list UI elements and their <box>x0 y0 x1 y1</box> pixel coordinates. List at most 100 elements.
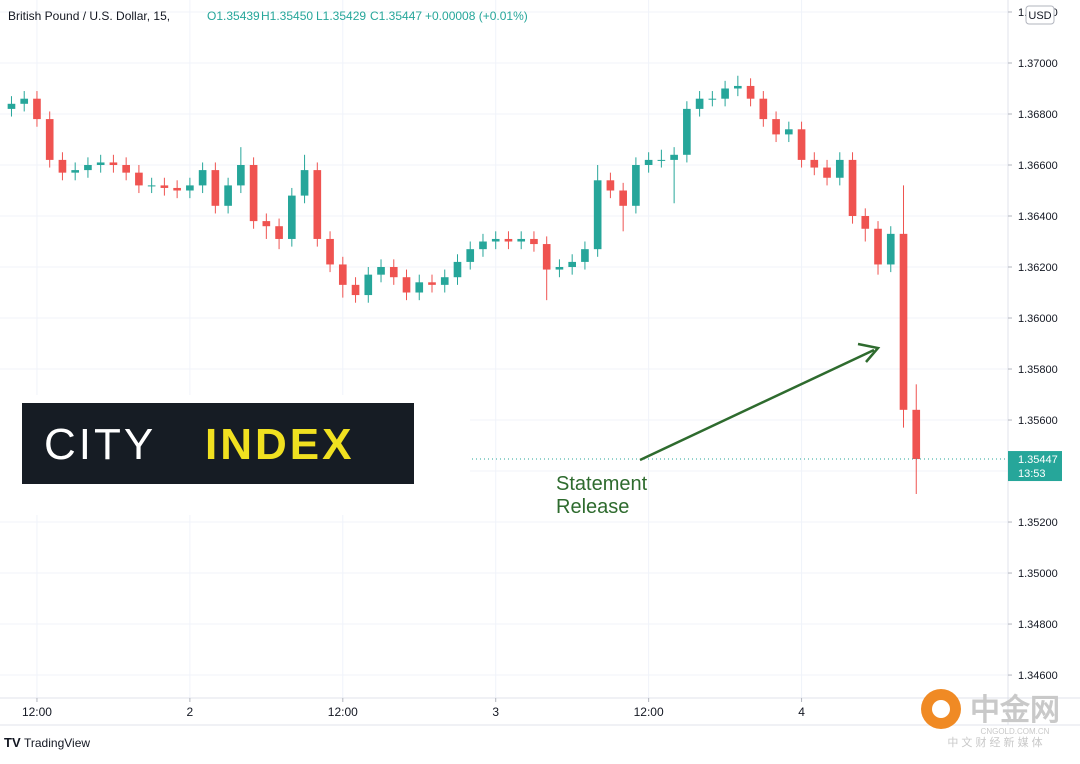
x-tick-label: 4 <box>798 705 805 719</box>
candle-body <box>428 282 436 285</box>
x-tick-label: 2 <box>187 705 194 719</box>
candle-body <box>734 85 742 89</box>
candle-body <box>96 162 105 166</box>
candle-body <box>670 154 678 160</box>
candle-body <box>275 226 283 239</box>
candle-body <box>874 228 882 265</box>
candle-body <box>899 233 908 410</box>
candle-body <box>45 119 54 160</box>
candle-body <box>708 98 717 100</box>
candle-body <box>160 185 169 188</box>
candle-body <box>122 165 130 173</box>
y-tick-label: 1.36000 <box>1018 313 1058 325</box>
candle-body <box>20 98 29 104</box>
y-tick-label: 1.35600 <box>1018 415 1058 427</box>
annotation-arrowhead <box>857 342 881 363</box>
x-tick-label: 12:00 <box>22 705 52 719</box>
candle-body <box>835 159 844 178</box>
candle-body <box>542 244 551 270</box>
candle-body <box>84 165 92 171</box>
annotation-arrow <box>639 348 875 462</box>
candle-body <box>746 85 755 99</box>
candle-body <box>784 129 793 135</box>
y-tick-label: 1.37000 <box>1018 58 1058 70</box>
y-tick-label: 1.36800 <box>1018 109 1058 121</box>
y-tick-label: 1.35200 <box>1018 517 1058 529</box>
candle-body <box>338 264 347 285</box>
candle-body <box>810 159 819 168</box>
y-tick-label: 1.34600 <box>1018 670 1058 682</box>
ohlc-close: C1.35447 <box>370 9 422 23</box>
x-tick-label: 12:00 <box>634 705 664 719</box>
y-tick-label: 1.36400 <box>1018 211 1058 223</box>
tv-icon: TV <box>4 735 21 750</box>
candle-body <box>695 98 704 109</box>
currency-button[interactable] <box>1025 5 1055 25</box>
watermark-tag: 中 文 财 经 新 媒 体 <box>947 735 1042 749</box>
logo-box <box>22 403 414 484</box>
candle-body <box>657 159 666 161</box>
candle-body <box>237 165 245 186</box>
watermark: 中金网 <box>970 693 1060 727</box>
annotation-text: Statement <box>556 473 648 495</box>
candle-body <box>886 233 895 265</box>
y-tick-label: 1.36600 <box>1018 160 1058 172</box>
candle-body <box>109 162 118 166</box>
candle-body <box>262 221 271 227</box>
x-tick-label: 3 <box>492 705 499 719</box>
currency-label[interactable]: USD <box>1028 10 1051 22</box>
candle-body <box>721 88 729 99</box>
candle-body <box>211 170 220 206</box>
y-tick-label: 1.34800 <box>1018 619 1058 631</box>
symbol-title: British Pound / U.S. Dollar, 15, <box>8 9 170 23</box>
candle-body <box>147 185 156 187</box>
candle-body <box>581 249 589 262</box>
candle-body <box>440 277 449 285</box>
candle-body <box>530 238 538 245</box>
watermark-icon-inner <box>932 700 950 718</box>
ohlc-change: +0.00008 (+0.01%) <box>425 9 528 23</box>
watermark-url: CNGOLD.COM.CN <box>981 727 1050 736</box>
candle-body <box>606 180 615 191</box>
candle-body <box>326 238 334 265</box>
candle-body <box>823 167 831 178</box>
last-price-box <box>1008 451 1062 482</box>
candle-body <box>415 282 424 293</box>
logo-city: CITY <box>44 420 156 469</box>
candle-body <box>33 98 41 120</box>
countdown-label: 13:53 <box>1018 468 1046 480</box>
candle-body <box>288 195 296 239</box>
candle-body <box>504 238 513 242</box>
candle-body <box>58 159 67 173</box>
candle-body <box>517 238 526 242</box>
candle-body <box>71 170 80 173</box>
annotation-text: Release <box>556 496 629 518</box>
candle-body <box>173 187 181 191</box>
candle-body <box>797 129 806 160</box>
y-tick-label: 1.36200 <box>1018 262 1058 274</box>
y-tick-label: 1.35000 <box>1018 568 1058 580</box>
ohlc-open: O1.35439 <box>207 9 260 23</box>
candle-body <box>7 103 16 109</box>
candle-body <box>683 108 691 155</box>
candle-body <box>479 241 487 250</box>
x-tick-label: 12:00 <box>328 705 358 719</box>
logo-index: INDEX <box>205 420 354 469</box>
candle-body <box>377 267 385 275</box>
y-tick-label: 1.35800 <box>1018 364 1058 376</box>
candle-body <box>619 190 627 206</box>
candle-body <box>912 409 921 460</box>
candle-body <box>593 180 602 250</box>
candle-body <box>224 185 232 206</box>
candle-body <box>186 185 194 191</box>
candle-body <box>135 172 143 186</box>
candle-body <box>555 267 564 270</box>
candle-body <box>453 261 462 278</box>
candle-body <box>466 249 475 262</box>
last-price-label: 1.35447 <box>1018 454 1058 466</box>
candle-body <box>313 170 322 239</box>
candle-body <box>861 216 870 229</box>
ohlc-high: H1.35450 <box>261 9 313 23</box>
candle-body <box>249 165 258 222</box>
